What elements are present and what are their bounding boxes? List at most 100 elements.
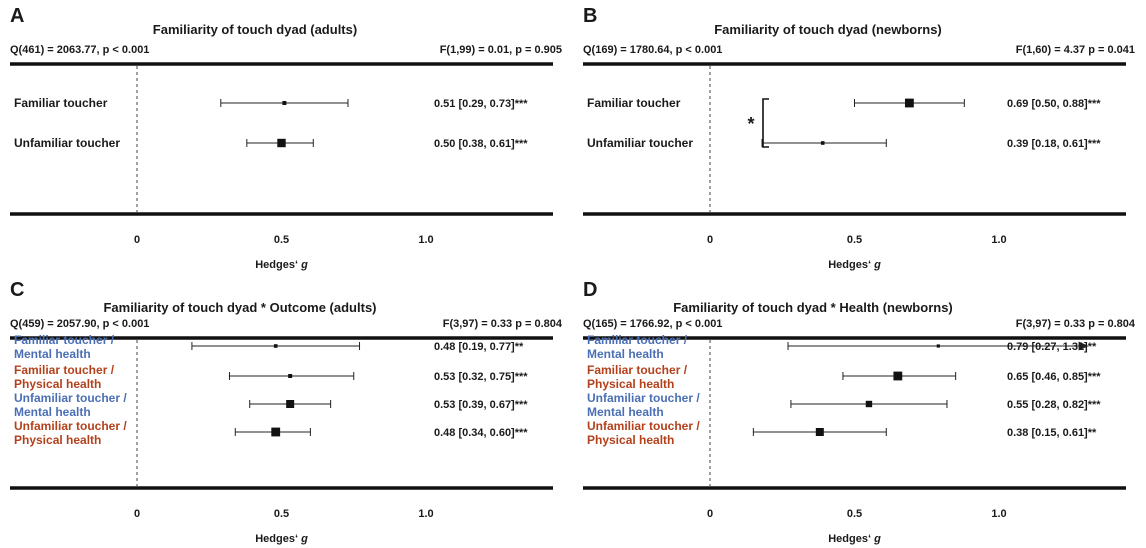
x-tick-label: 1.0 [991, 508, 1006, 520]
x-tick-label: 0.5 [274, 508, 289, 520]
x-tick-label: 0 [134, 234, 140, 246]
q-statistic: Q(461) = 2063.77, p < 0.001 [10, 44, 149, 56]
forest-panel-b: B Familiarity of touch dyad (newborns) Q(1… [573, 0, 1146, 274]
point-estimate [820, 141, 825, 145]
f-statistic: F(3,97) = 0.33 p = 0.804 [1016, 318, 1136, 330]
panel-letter: D [583, 279, 597, 301]
x-axis-label: Hedges‘ g [828, 533, 881, 545]
forest-plot-svg: B Familiarity of touch dyad (newborns) Q(1… [583, 5, 1135, 271]
row-label-line2: Physical health [14, 433, 101, 447]
x-axis-label: Hedges‘ g [828, 259, 881, 271]
row-label: Familiar toucher [14, 96, 108, 110]
point-estimate [815, 428, 824, 436]
row-label-line2: Mental health [587, 347, 664, 361]
row-label-line2: Physical health [587, 433, 674, 447]
point-estimate [905, 98, 914, 108]
point-estimate [893, 371, 903, 381]
forest-row: Familiar toucher /Physical health 0.65 [0… [587, 363, 1101, 391]
effect-size-text: 0.48 [0.34, 0.60]*** [434, 427, 528, 439]
x-axis-label-text: Hedges‘ [255, 533, 301, 545]
f-statistic: F(1,99) = 0.01, p = 0.905 [440, 44, 562, 56]
effect-size-text: 0.51 [0.29, 0.73]*** [434, 98, 528, 110]
x-tick-label: 0.5 [274, 234, 289, 246]
row-label-line2: Mental health [14, 347, 91, 361]
x-tick-label: 0 [707, 234, 713, 246]
q-statistic: Q(169) = 1780.64, p < 0.001 [583, 44, 722, 56]
row-label-line2: Mental health [587, 405, 664, 419]
point-estimate [282, 101, 287, 105]
significance-star: * [747, 114, 754, 134]
x-tick-label: 1.0 [418, 508, 433, 520]
panel-title: Familiarity of touch dyad (newborns) [714, 22, 942, 37]
row-label: Unfamiliar toucher [14, 136, 120, 150]
row-label-line1: Familiar toucher / [587, 333, 688, 347]
x-tick-label: 1.0 [418, 234, 433, 246]
x-axis-label-italic: g [873, 259, 881, 271]
point-estimate [277, 138, 286, 148]
panel-title: Familiarity of touch dyad * Outcome (adu… [103, 300, 376, 315]
x-axis-label: Hedges‘ g [255, 259, 308, 271]
effect-size-text: 0.55 [0.28, 0.82]*** [1007, 399, 1101, 411]
x-axis-label-italic: g [300, 259, 308, 271]
significance-bracket [762, 98, 769, 148]
point-estimate [273, 344, 278, 348]
forest-panel-d: D Familiarity of touch dyad * Health (new… [573, 274, 1146, 548]
effect-size-text: 0.69 [0.50, 0.88]*** [1007, 98, 1101, 110]
row-label-line1: Familiar toucher / [14, 333, 115, 347]
row-label-line1: Familiar toucher / [587, 363, 688, 377]
x-tick-label: 0.5 [847, 234, 862, 246]
f-statistic: F(1,60) = 4.37 p = 0.041 [1016, 44, 1135, 56]
row-label: Unfamiliar toucher [587, 136, 693, 150]
f-statistic: F(3,97) = 0.33 p = 0.804 [443, 318, 563, 330]
point-estimate [936, 344, 940, 348]
row-label-line1: Unfamiliar toucher / [14, 419, 127, 433]
forest-row: Unfamiliar toucher 0.39 [0.18, 0.61]*** [587, 136, 1101, 150]
effect-size-text: 0.53 [0.39, 0.67]*** [434, 399, 528, 411]
effect-size-text: 0.39 [0.18, 0.61]*** [1007, 138, 1101, 150]
forest-row: Familiar toucher /Mental health 0.48 [0.1… [14, 333, 524, 361]
ci-arrow-right [1078, 341, 1089, 351]
panel-letter: C [10, 279, 24, 301]
forest-row: Familiar toucher 0.51 [0.29, 0.73]*** [14, 96, 528, 110]
x-axis-label-italic: g [873, 533, 881, 545]
point-estimate [286, 400, 295, 408]
row-label-line1: Unfamiliar toucher / [14, 391, 127, 405]
forest-plot-svg: C Familiarity of touch dyad * Outcome (ad… [10, 279, 563, 545]
effect-size-text: 0.50 [0.38, 0.61]*** [434, 138, 528, 150]
forest-row: Unfamiliar toucher 0.50 [0.38, 0.61]*** [14, 136, 528, 150]
point-estimate [288, 374, 293, 378]
x-axis-label: Hedges‘ g [255, 533, 308, 545]
point-estimate [865, 400, 873, 408]
q-statistic: Q(459) = 2057.90, p < 0.001 [10, 318, 149, 330]
row-label-line2: Mental health [14, 405, 91, 419]
row-label: Familiar toucher [587, 96, 681, 110]
panel-title: Familiarity of touch dyad * Health (newb… [673, 300, 953, 315]
effect-size-text: 0.53 [0.32, 0.75]*** [434, 371, 528, 383]
effect-size-text: 0.48 [0.19, 0.77]** [434, 341, 524, 353]
row-label-line1: Unfamiliar toucher / [587, 419, 700, 433]
forest-row: Familiar toucher /Physical health 0.53 [0… [14, 363, 528, 391]
forest-panel-c: C Familiarity of touch dyad * Outcome (ad… [0, 274, 573, 548]
x-axis-label-italic: g [300, 533, 308, 545]
x-tick-label: 1.0 [991, 234, 1006, 246]
forest-plot-svg: A Familiarity of touch dyad (adults) Q(461… [10, 5, 562, 271]
q-statistic: Q(165) = 1766.92, p < 0.001 [583, 318, 722, 330]
effect-size-text: 0.38 [0.15, 0.61]** [1007, 427, 1097, 439]
row-label-line2: Physical health [587, 377, 674, 391]
x-axis-label-text: Hedges‘ [828, 259, 874, 271]
x-axis-label-text: Hedges‘ [828, 533, 874, 545]
row-label-line2: Physical health [14, 377, 101, 391]
effect-size-text: 0.79 [0.27, 1.31]** [1007, 341, 1097, 353]
forest-row: Unfamiliar toucher /Mental health 0.55 [0… [587, 391, 1101, 419]
row-label-line1: Unfamiliar toucher / [587, 391, 700, 405]
panel-letter: B [583, 5, 597, 27]
forest-row: Familiar toucher 0.69 [0.50, 0.88]*** [587, 96, 1101, 110]
point-estimate [271, 427, 281, 437]
x-tick-label: 0.5 [847, 508, 862, 520]
x-axis-label-text: Hedges‘ [255, 259, 301, 271]
panel-letter: A [10, 5, 24, 27]
forest-row: Unfamiliar toucher /Physical health 0.38 … [587, 419, 1097, 447]
forest-panel-a: A Familiarity of touch dyad (adults) Q(461… [0, 0, 573, 274]
effect-size-text: 0.65 [0.46, 0.85]*** [1007, 371, 1101, 383]
forest-row: Unfamiliar toucher /Physical health 0.48 … [14, 419, 528, 447]
